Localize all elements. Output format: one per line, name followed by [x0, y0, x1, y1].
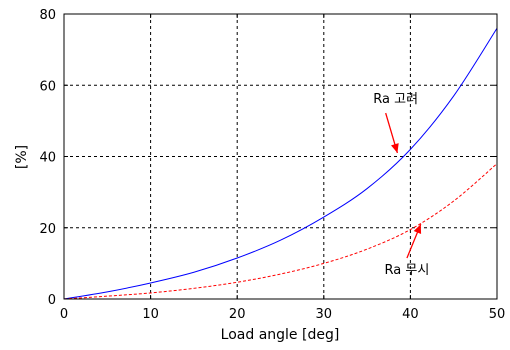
grid — [64, 14, 497, 299]
annotation-arrowhead-1 — [413, 224, 422, 235]
annotation-arrowhead-0 — [391, 143, 399, 153]
series-group — [63, 27, 498, 300]
series-line-1 — [63, 163, 498, 300]
y-tick-label: 40 — [39, 151, 56, 166]
y-tick-label: 20 — [39, 222, 56, 237]
x-axis-label: Load angle [deg] — [221, 327, 340, 343]
x-tick-label: 20 — [229, 307, 246, 322]
series-line-0 — [63, 27, 498, 300]
x-tick-label: 10 — [142, 307, 159, 322]
annotation-label-1: Ra 무시 — [385, 263, 430, 278]
x-tick-label: 40 — [402, 307, 419, 322]
annotation-group: Ra 고려 Ra 무시 — [373, 92, 429, 278]
annotation-label-0: Ra 고려 — [373, 92, 418, 107]
y-tick-label: 60 — [39, 79, 56, 94]
tick-group: 0 10 20 30 40 50 0 20 40 60 80 — [39, 8, 505, 322]
y-tick-label: 0 — [48, 293, 56, 308]
y-axis-label: [%] — [14, 145, 30, 169]
x-tick-label: 30 — [316, 307, 333, 322]
x-tick-label: 50 — [489, 307, 506, 322]
y-tick-label: 80 — [39, 8, 56, 23]
x-tick-label: 0 — [60, 307, 68, 322]
